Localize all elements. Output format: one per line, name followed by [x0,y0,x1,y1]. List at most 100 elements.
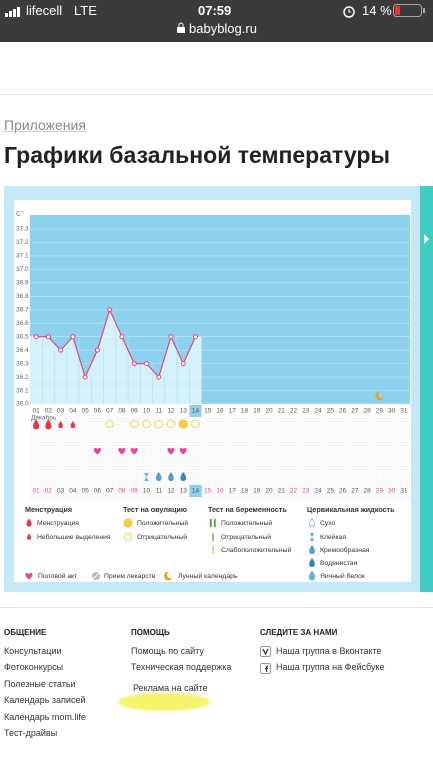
day-label: 24 [314,408,322,415]
day-label: 16 [216,408,224,415]
side-tab[interactable] [420,186,433,592]
temperature-point [70,334,76,340]
month-label: Декабрь [31,414,57,422]
footer-link[interactable]: Реклама на сайте [133,683,208,693]
cervical-icon [180,472,187,481]
day-label: 30 [388,488,396,495]
ovulation-icon [129,419,139,429]
day-label: 02 [45,408,53,415]
day-label: 12 [167,488,175,495]
footer-link[interactable]: Консультации [4,646,62,656]
legend-heading: Тест на овуляцию [123,505,187,514]
footer-link[interactable]: Календарь mom.life [4,712,86,722]
footer-link-text[interactable]: Техническая поддержка [131,662,232,673]
footer-link[interactable]: Наша группа на Фейсбуке [260,662,385,674]
footer-link-text[interactable]: Полезные статьи [4,678,76,689]
footer-link[interactable]: Тест-драйвы [4,728,57,738]
footer-link-text[interactable]: Реклама на сайте [133,682,208,693]
day-label: 07 [106,488,114,495]
day-label: 05 [82,408,90,415]
footer-link[interactable]: Полезные статьи [4,679,76,689]
footer-link-text[interactable]: Помощь по сайту [131,646,204,656]
temperature-point [192,334,198,340]
legend-item: Кремообразная [320,546,370,554]
y-tick-label: 36.1 [16,387,29,394]
url: babyblog.ru [189,21,257,36]
legend-item: Водянистая [320,560,358,567]
footer-heading: СЛЕДИТЕ ЗА НАМИ [260,628,338,637]
temperature-point [156,374,162,380]
breadcrumb[interactable]: Приложения [4,117,86,133]
carrier: lifecell [26,3,63,18]
day-label: 09 [131,408,139,415]
legend-icon [210,519,212,527]
day-label: 08 [118,488,126,495]
ovulation-icon [142,419,151,429]
y-tick-label: 36.2 [16,374,29,381]
legend-icon [123,532,133,542]
today-highlight [189,405,202,417]
legend-item: Яичный белок [320,572,365,580]
day-label: 11 [155,408,162,415]
y-tick-label: 36.6 [16,320,29,327]
ovulation-icon [105,419,114,429]
y-tick-label: 36.8 [16,293,29,300]
day-label: 31 [400,488,408,495]
footer-heading: ОБЩЕНИЕ [4,628,47,637]
footer-link-text[interactable]: Тест-драйвы [4,728,58,738]
day-label: 16 [216,488,224,495]
footer-link-text[interactable]: Наша группа в Вконтакте [276,646,382,656]
page-title: Графики базальной температуры [4,142,391,168]
day-label: 22 [290,488,298,495]
y-tick-label: 36.4 [16,347,29,354]
legend-item: Менструация [37,520,79,527]
footer-link[interactable]: Календарь записей [4,695,86,705]
day-label: 31 [400,408,408,415]
day-label: 12 [167,408,175,415]
legend-heading: Менструация [25,505,72,514]
temperature-point [107,307,113,313]
legend-icon [309,558,315,567]
legend-item: Отрицательный [137,533,187,541]
footer-link-text[interactable]: Фотоконкурсы [4,662,64,673]
footer-link-text[interactable]: Наша группа на Фейсбуке [276,662,385,673]
divider [0,94,433,95]
temperature-point [143,361,149,367]
day-label: 17 [229,408,237,415]
day-label: 01 [33,488,41,495]
legend-icon [93,573,99,579]
day-label: 21 [278,488,286,495]
vk-icon [260,646,271,658]
footer-link[interactable]: Помощь по сайту [131,646,204,656]
legend-icon [163,571,173,581]
legend-item: Лунный календарь [178,572,238,580]
footer-link[interactable]: Наша группа в Вконтакте [260,646,382,658]
day-label: 03 [57,408,65,415]
y-tick-label: 36.5 [16,333,29,340]
day-label: 18 [241,488,249,495]
day-label: 08 [118,408,126,415]
legend-icon [308,570,316,581]
footer-link-text[interactable]: Календарь записей [4,695,86,706]
today-highlight [189,485,202,497]
day-label: 13 [180,488,188,495]
legend-item: Половой акт [38,572,77,580]
footer-link[interactable]: Техническая поддержка [131,662,231,672]
day-label: 28 [363,408,371,415]
day-label: 04 [69,488,77,495]
legend-item: Положительный [137,519,188,527]
lunar-icon [375,391,384,401]
sex-icon [167,447,175,455]
footer-link[interactable]: Фотоконкурсы [4,662,63,672]
day-label: 04 [69,408,77,415]
day-label: 10 [143,488,151,495]
day-label: 25 [327,488,335,495]
network: LTE [74,3,97,18]
day-label: 23 [302,488,310,495]
footer-link-text[interactable]: Календарь mom.life [4,711,86,722]
footer-link-text[interactable]: Консультации [4,646,62,656]
temperature-point [180,361,186,367]
day-label: 19 [253,408,261,415]
legend-icon [26,518,32,527]
y-tick-label: 37.0 [16,266,29,273]
